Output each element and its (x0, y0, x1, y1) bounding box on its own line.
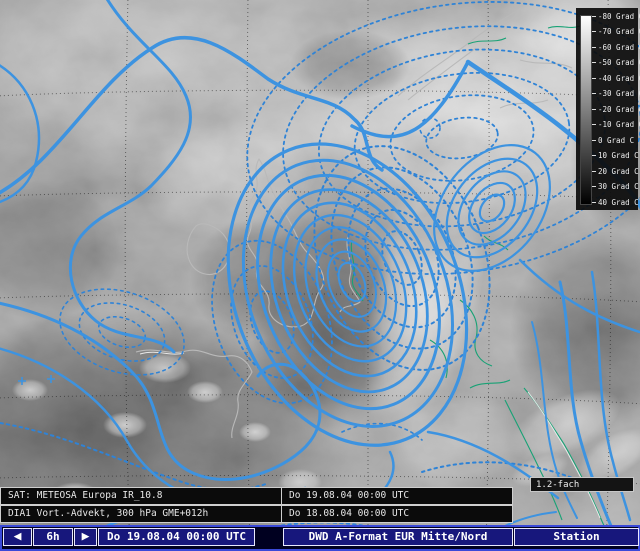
status-row-diagnostic: DIA1 Vort.-Advekt, 300 hPa GME+012h Do 1… (0, 505, 513, 523)
legend-tick (592, 124, 596, 125)
legend-tick (592, 15, 596, 17)
legend-entry: -50 Grad C (592, 58, 640, 67)
step-forward-button[interactable]: ▶ (74, 528, 97, 546)
bottom-toolbar: ◀ 6h ▶ Do 19.08.04 00:00 UTC DWD A-Forma… (0, 525, 640, 551)
current-datetime-panel[interactable]: Do 19.08.04 00:00 UTC (98, 528, 255, 546)
satellite-time-label: Do 19.08.04 00:00 UTC (281, 487, 513, 505)
legend-tick (592, 170, 596, 172)
map-format-panel[interactable]: DWD A-Format EUR Mitte/Nord (283, 528, 513, 546)
satellite-source-label: SAT: METEOSA Europa IR_10.8 (0, 487, 282, 505)
legend-entry: -20 Grad C (592, 105, 640, 114)
temperature-gradient-bar (580, 15, 592, 205)
legend-tick (592, 186, 596, 187)
diagnostic-time-label: Do 18.08.04 00:00 UTC (281, 505, 513, 523)
temperature-legend: -80 Grad C -70 Grad C -60 Grad C -50 Gra… (576, 8, 640, 210)
legend-entry: -70 Grad C (592, 27, 640, 36)
legend-tick (592, 77, 596, 79)
legend-tick (592, 201, 596, 203)
legend-tick (592, 108, 596, 110)
diagnostic-layer-label: DIA1 Vort.-Advekt, 300 hPa GME+012h (0, 505, 282, 523)
step-back-button[interactable]: ◀ (3, 528, 32, 546)
legend-tick (592, 46, 596, 48)
right-arrow-icon: ▶ (81, 529, 90, 544)
legend-tick (592, 93, 596, 94)
legend-entry: 0 Grad C (592, 136, 638, 145)
legend-entry: -60 Grad C (592, 43, 640, 52)
legend-tick (592, 62, 596, 63)
temperature-legend-labels: -80 Grad C -70 Grad C -60 Grad C -50 Gra… (592, 12, 640, 207)
legend-tick (592, 139, 596, 141)
legend-tick (592, 31, 596, 32)
plus-marker-icon (18, 375, 55, 385)
legend-entry: -80 Grad C (592, 12, 640, 21)
left-arrow-icon: ◀ (13, 529, 22, 544)
station-button[interactable]: Station (514, 528, 639, 546)
status-row-satellite: SAT: METEOSA Europa IR_10.8 Do 19.08.04 … (0, 487, 513, 505)
coastlines-white (139, 351, 601, 519)
legend-entry: -10 Grad C (592, 120, 640, 129)
legend-entry: 10 Grad C (592, 151, 639, 160)
time-step-button[interactable]: 6h (33, 528, 73, 546)
legend-tick (592, 155, 596, 156)
legend-entry: 40 Grad C (592, 198, 639, 207)
legend-entry: 30 Grad C (592, 182, 639, 191)
coastlines-gray (135, 10, 573, 439)
legend-entry: -30 Grad C (592, 89, 640, 98)
legend-entry: 20 Grad C (592, 167, 639, 176)
zoom-factor-label: 1.2-fach (530, 477, 634, 492)
legend-entry: -40 Grad C (592, 74, 640, 83)
